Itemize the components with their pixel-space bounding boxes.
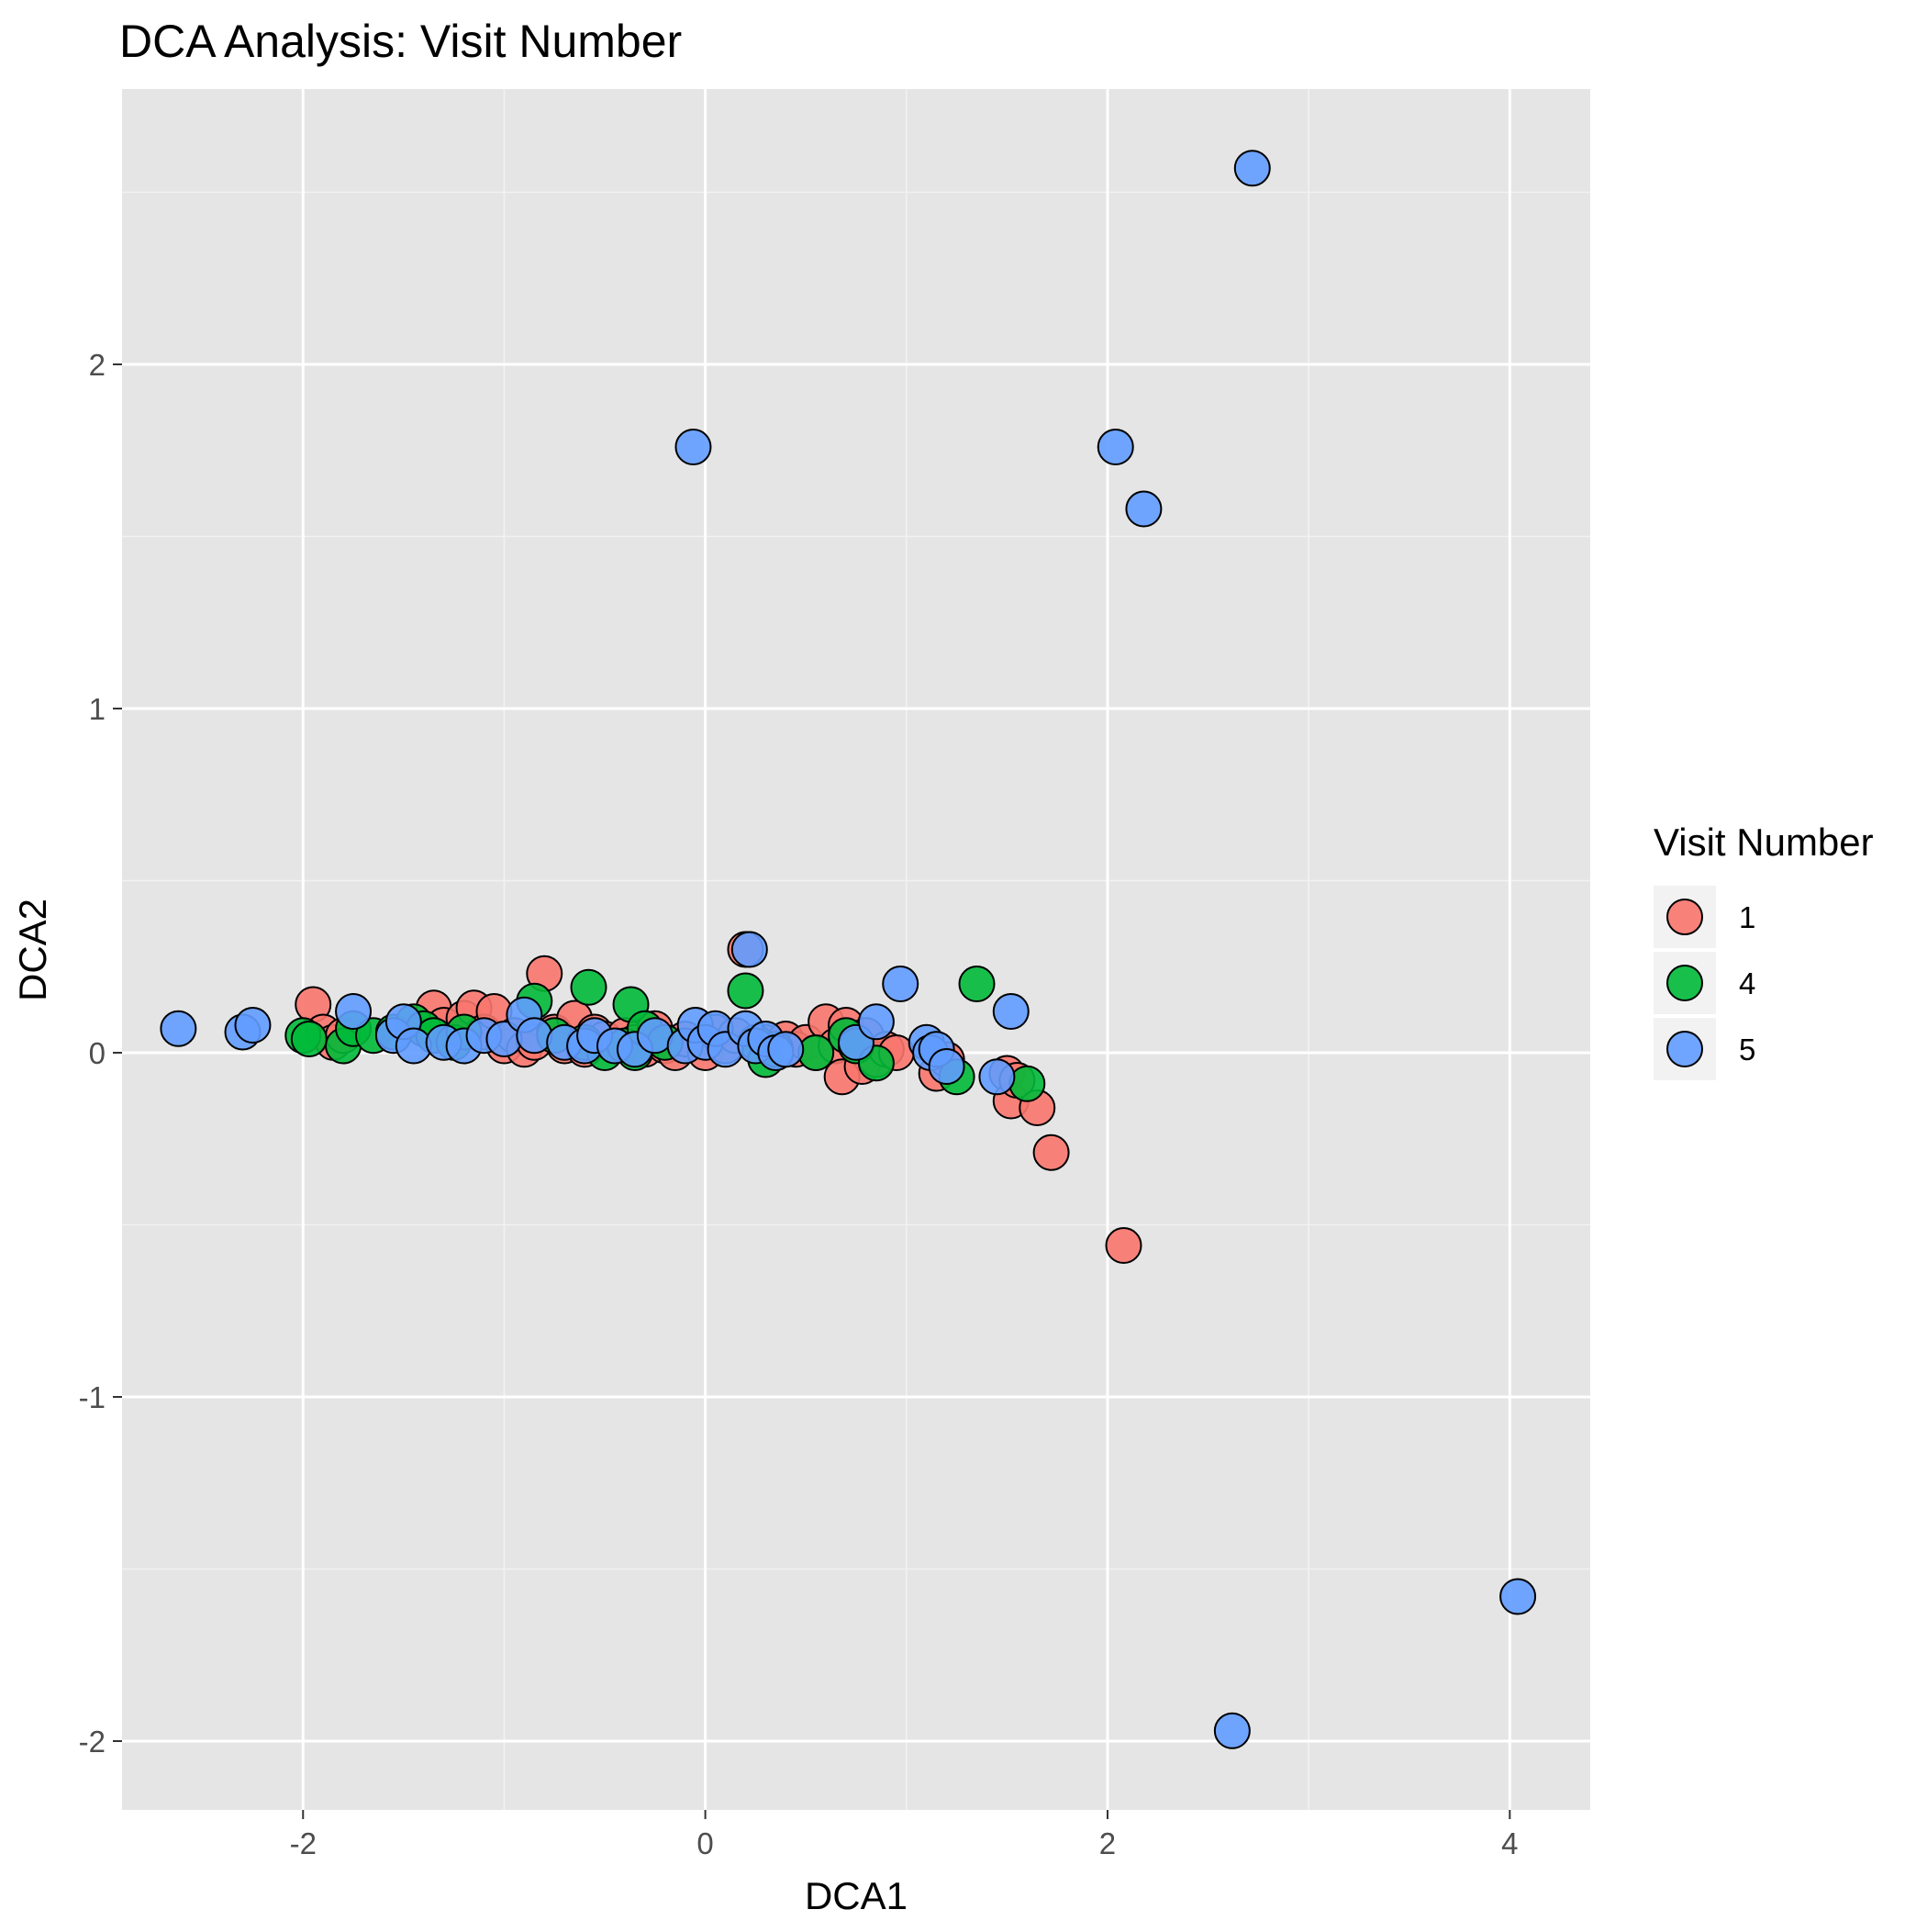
data-point-visit-5	[674, 429, 712, 465]
data-point-visit-4	[727, 972, 764, 1010]
y-axis-title: DCA2	[11, 899, 54, 1001]
data-point-visit-1	[1105, 1227, 1142, 1264]
data-point-visit-5	[160, 1010, 197, 1047]
data-point-visit-4	[958, 966, 996, 1002]
x-tick-label: -2	[290, 1826, 317, 1860]
legend-title: Visit Number	[1654, 821, 1874, 864]
y-tick-label: 2	[89, 348, 106, 382]
x-axis-ticks: -2 0 2 4	[290, 1810, 1519, 1860]
legend: Visit Number 1 4 5	[1654, 821, 1874, 1080]
x-axis-title: DCA1	[805, 1874, 908, 1917]
y-axis-ticks: -2 -1 0 1 2	[79, 348, 122, 1759]
legend-key-5	[1666, 1031, 1703, 1067]
x-tick-label: 2	[1099, 1826, 1116, 1860]
data-point-visit-5	[992, 993, 1030, 1030]
data-point-visit-4	[570, 968, 607, 1006]
plot-panel	[122, 89, 1590, 1810]
legend-label-1: 1	[1739, 900, 1755, 934]
data-point-visit-4	[1008, 1065, 1046, 1102]
legend-label-4: 4	[1739, 966, 1755, 1000]
data-point-visit-5	[516, 1017, 553, 1055]
chart-title: DCA Analysis: Visit Number	[119, 16, 682, 67]
data-point-visit-5	[857, 1003, 895, 1041]
data-point-visit-5	[335, 993, 373, 1030]
data-point-visit-5	[767, 1031, 805, 1068]
x-tick-label: 0	[696, 1826, 713, 1860]
x-tick-label: 4	[1501, 1826, 1518, 1860]
y-tick-label: -1	[79, 1380, 106, 1414]
data-point-visit-5	[1233, 150, 1271, 187]
legend-key-1	[1666, 899, 1703, 935]
data-point-visit-5	[882, 966, 919, 1002]
data-point-visit-1	[1032, 1134, 1070, 1171]
data-point-visit-5	[928, 1048, 965, 1085]
y-tick-label: 0	[89, 1036, 106, 1070]
data-point-visit-5	[730, 931, 768, 968]
data-point-visit-4	[290, 1021, 328, 1057]
data-point-visit-5	[1125, 490, 1163, 528]
minor-gridlines	[122, 89, 1590, 1810]
data-point-visit-5	[1213, 1712, 1251, 1749]
data-points	[160, 150, 1537, 1749]
y-tick-label: 1	[89, 692, 106, 726]
data-point-visit-5	[1097, 429, 1134, 465]
data-point-visit-5	[978, 1058, 1016, 1096]
data-point-visit-5	[1499, 1578, 1537, 1615]
y-tick-label: -2	[79, 1725, 106, 1759]
legend-label-5: 5	[1739, 1033, 1755, 1067]
legend-items: 1 4 5	[1654, 886, 1755, 1080]
legend-key-4	[1666, 965, 1703, 1001]
data-point-visit-5	[234, 1007, 272, 1044]
major-gridlines	[122, 89, 1590, 1810]
